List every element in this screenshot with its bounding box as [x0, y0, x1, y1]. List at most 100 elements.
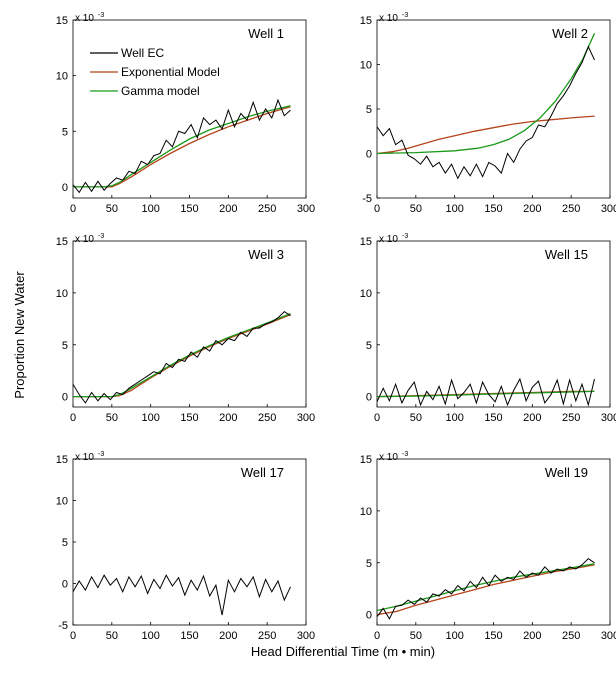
x-tick-label: 50 — [410, 412, 422, 424]
y-tick-label: 15 — [56, 454, 68, 466]
y-tick-label: 15 — [360, 236, 372, 248]
y-tick-label: 15 — [360, 454, 372, 466]
x-tick-label: 150 — [180, 412, 198, 424]
x-tick-label: 150 — [484, 412, 502, 424]
legend-label: Exponential Model — [121, 65, 220, 79]
legend: Well EC Exponential Model Gamma model — [90, 46, 220, 98]
series-exponential-model — [73, 106, 291, 188]
y-tick-label: 15 — [56, 236, 68, 248]
series-well-ec — [377, 557, 595, 620]
axis-multiplier-exponent: -3 — [402, 233, 408, 240]
axis-multiplier-exponent: -3 — [98, 12, 104, 19]
axis-multiplier-exponent: -3 — [98, 233, 104, 240]
y-tick-label: 5 — [366, 104, 372, 116]
x-tick-label: 0 — [374, 412, 380, 424]
axis-multiplier: x 10 — [75, 452, 94, 463]
figure-ylabel: Proportion New Water — [12, 271, 27, 399]
x-tick-label: 100 — [445, 203, 463, 215]
x-tick-label: 200 — [523, 412, 541, 424]
chart-panel-4: 0 50 100 150 200 250 300 0 5 10 15 x 10 -3 Well 15 — [360, 233, 616, 424]
x-tick-label: 0 — [70, 412, 76, 424]
y-tick-label: 0 — [366, 392, 372, 404]
chart-panel-1: 0 50 100 150 200 250 300 0 5 10 15 x 10 -3 Well 1 Well… — [56, 12, 315, 215]
x-tick-label: 100 — [141, 203, 159, 215]
x-tick-label: 50 — [410, 630, 422, 642]
x-tick-label: 100 — [141, 630, 159, 642]
series-exponential-model — [377, 564, 595, 616]
chart-panel-6: 0 50 100 150 200 250 300 0 5 10 15 x 10 -3 Well 19 — [360, 451, 616, 642]
y-tick-label: 10 — [56, 288, 68, 300]
panel-title: Well 1 — [248, 26, 284, 41]
y-tick-label: 10 — [56, 71, 68, 83]
series-well-ec — [73, 98, 291, 194]
x-tick-label: 0 — [70, 630, 76, 642]
x-tick-label: 0 — [374, 630, 380, 642]
x-tick-label: 100 — [445, 630, 463, 642]
x-tick-label: 200 — [523, 203, 541, 215]
x-tick-label: 0 — [70, 203, 76, 215]
y-tick-label: 5 — [62, 537, 68, 549]
axis-multiplier-exponent: -3 — [402, 451, 408, 458]
y-tick-label: 15 — [56, 15, 68, 27]
x-tick-label: 150 — [484, 203, 502, 215]
x-tick-label: 100 — [445, 412, 463, 424]
x-tick-label: 200 — [219, 630, 237, 642]
plot-frame — [72, 240, 307, 408]
y-tick-label: 0 — [62, 392, 68, 404]
x-tick-label: 0 — [374, 203, 380, 215]
panel-title: Well 15 — [545, 247, 588, 262]
x-tick-label: 200 — [219, 203, 237, 215]
figure-xlabel: Head Differential Time (m • min) — [251, 644, 435, 659]
y-tick-label: 5 — [366, 340, 372, 352]
x-tick-label: 50 — [106, 203, 118, 215]
panel-title: Well 3 — [248, 247, 284, 262]
y-tick-label: -5 — [362, 193, 372, 205]
axis-multiplier-exponent: -3 — [98, 451, 104, 458]
axis-multiplier: x 10 — [379, 452, 398, 463]
x-tick-label: 300 — [297, 630, 315, 642]
plot-frame — [376, 19, 611, 199]
plot-frame — [376, 240, 611, 408]
panel-title: Well 19 — [545, 465, 588, 480]
x-tick-label: 300 — [297, 203, 315, 215]
x-tick-label: 250 — [258, 630, 276, 642]
x-tick-label: 300 — [601, 203, 616, 215]
panel-title: Well 17 — [241, 465, 284, 480]
axis-multiplier: x 10 — [75, 234, 94, 245]
x-tick-label: 150 — [484, 630, 502, 642]
series-well-ec — [377, 45, 595, 180]
series-well-ec — [73, 310, 291, 404]
x-tick-label: 250 — [562, 412, 580, 424]
axis-multiplier: x 10 — [379, 234, 398, 245]
y-tick-label: 0 — [62, 182, 68, 194]
axis-multiplier-exponent: -3 — [402, 12, 408, 19]
x-tick-label: 250 — [562, 203, 580, 215]
legend-label: Gamma model — [121, 84, 200, 98]
x-tick-label: 300 — [601, 412, 616, 424]
series-well-ec — [377, 377, 595, 407]
series-well-ec — [73, 574, 291, 616]
y-tick-label: 10 — [360, 506, 372, 518]
x-tick-label: 50 — [106, 412, 118, 424]
y-tick-label: 10 — [360, 288, 372, 300]
axis-multiplier: x 10 — [379, 13, 398, 24]
series-exponential-model — [377, 115, 595, 155]
x-tick-label: 250 — [258, 203, 276, 215]
x-tick-label: 50 — [106, 630, 118, 642]
y-tick-label: 5 — [62, 340, 68, 352]
x-tick-label: 300 — [297, 412, 315, 424]
y-tick-label: -5 — [58, 620, 68, 632]
panel-title: Well 2 — [552, 26, 588, 41]
series-gamma-model — [377, 390, 595, 398]
series-exponential-model — [73, 314, 291, 398]
x-tick-label: 50 — [410, 203, 422, 215]
chart-panel-3: 0 50 100 150 200 250 300 0 5 10 15 x 10 -3 Well 3 — [56, 233, 315, 424]
x-tick-label: 150 — [180, 203, 198, 215]
y-tick-label: 5 — [62, 126, 68, 138]
series-gamma-model — [73, 105, 291, 188]
y-tick-label: 0 — [366, 610, 372, 622]
series-gamma-model — [73, 312, 291, 398]
y-tick-label: 15 — [360, 15, 372, 27]
